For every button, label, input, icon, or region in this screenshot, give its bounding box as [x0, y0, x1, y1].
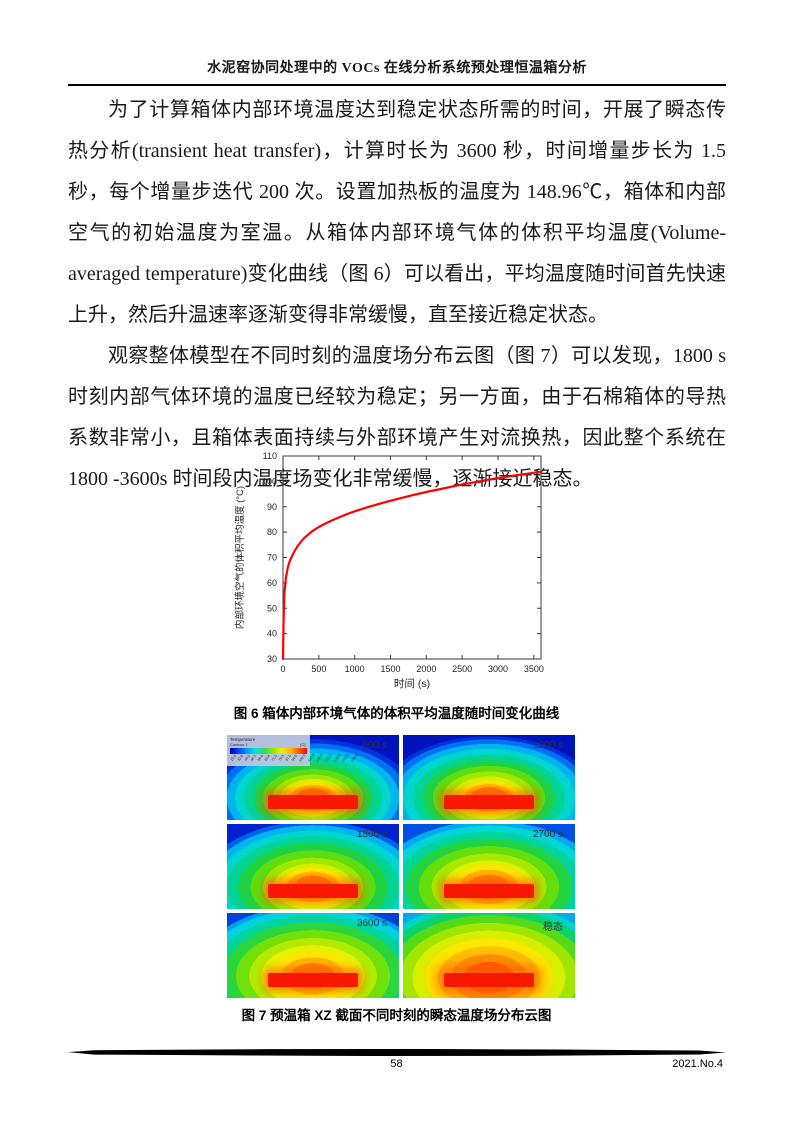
running-head-title: 水泥窑协同处理中的 VOCs 在线分析系统预处理恒温箱分析 — [207, 61, 587, 76]
colorbar — [230, 748, 307, 754]
svg-text:70: 70 — [267, 553, 277, 563]
page-number: 58 — [390, 1058, 403, 1070]
colorbar-tick: 79.3 — [277, 754, 285, 762]
heating-plate — [268, 794, 358, 809]
svg-text:时间 (s): 时间 (s) — [394, 677, 430, 690]
figure7-contour-grid: Temperature Contour 1 [C] 25.0 32.8 40.5 48… — [227, 735, 575, 998]
contour-panel-steady-state: 稳态 — [403, 913, 575, 998]
heating-plate — [268, 883, 358, 898]
svg-text:3000: 3000 — [488, 664, 508, 674]
colorbar-ticks: 25.0 32.8 40.5 48.3 56.0 63.8 71.5 79.3 87.0 94.8… — [229, 753, 359, 763]
colorbar-tick: 25.0 — [229, 754, 238, 762]
colorbar-tick: 32.8 — [236, 754, 244, 762]
colorbar-tick: 63.8 — [263, 754, 272, 762]
body-text: 为了计算箱体内部环境温度达到稳定状态所需的时间，开展了瞬态传热分析(transi… — [68, 90, 726, 500]
colorbar-tick: 118.0 — [315, 753, 324, 763]
temperature-vs-time-chart: 0 500 1000 1500 2000 2500 3000 3500 30 40 50 60 70 80… — [234, 451, 544, 690]
panel-time-label: 600 s — [362, 740, 387, 752]
contour-panel-3600s: 3600 s — [227, 913, 399, 998]
contour-panel-1200s: 1200 s — [403, 735, 575, 820]
colorbar-tick: 102.5 — [298, 753, 307, 763]
colorbar-tick: 94.8 — [291, 754, 299, 762]
colorbar-tick: 110.3 — [306, 753, 316, 763]
svg-text:110: 110 — [263, 451, 277, 461]
svg-text:2000: 2000 — [416, 664, 436, 674]
svg-text:内部环境空气的体积平均温度 (°C): 内部环境空气的体积平均温度 (°C) — [234, 486, 246, 629]
heating-plate — [444, 883, 534, 898]
legend-subtitle: Contour 1 [C] — [230, 742, 306, 747]
legend-title: Temperature — [230, 737, 256, 742]
svg-text:1000: 1000 — [345, 664, 365, 674]
figure6-caption: 图 6 箱体内部环境气体的体积平均温度随时间变化曲线 — [233, 706, 560, 721]
svg-text:2500: 2500 — [452, 664, 472, 674]
svg-text:3500: 3500 — [524, 664, 544, 674]
panel-time-label: 1200 s — [532, 740, 563, 752]
svg-text:50: 50 — [267, 603, 277, 613]
contour-panel-1800s: 1800 s — [227, 824, 399, 909]
contour-legend: Temperature Contour 1 [C] 25.0 32.8 40.5 48… — [227, 735, 359, 767]
figure7-caption: 图 7 预温箱 XZ 截面不同时刻的瞬态温度场分布云图 — [241, 1008, 552, 1023]
panel-time-label: 3600 s — [356, 918, 387, 930]
panel-time-label: 1800 s — [356, 829, 387, 841]
header-rule — [68, 84, 726, 86]
svg-text:30: 30 — [267, 654, 277, 664]
colorbar-tick: 149.0 — [350, 753, 359, 763]
heating-plate — [444, 972, 534, 987]
colorbar-tick: 71.5 — [270, 754, 278, 762]
colorbar-tick: 133.5 — [332, 753, 342, 763]
svg-text:100: 100 — [262, 476, 277, 486]
heating-plate — [444, 794, 534, 809]
contour-panel-600s: Temperature Contour 1 [C] 25.0 32.8 40.5 48… — [227, 735, 399, 820]
svg-text:500: 500 — [311, 664, 326, 674]
panel-time-label: 2700 s — [532, 829, 563, 841]
svg-text:90: 90 — [267, 502, 277, 512]
heating-plate — [268, 972, 358, 987]
panel-time-label: 稳态 — [542, 922, 563, 934]
svg-text:40: 40 — [267, 629, 277, 639]
colorbar-tick: 141.3 — [341, 753, 351, 763]
svg-text:1500: 1500 — [380, 664, 400, 674]
legend-unit: [C] — [300, 742, 306, 747]
figure6-line-chart: 0 500 1000 1500 2000 2500 3000 3500 30 40 50 60 70 80… — [230, 447, 562, 697]
paragraph-1: 为了计算箱体内部环境温度达到稳定状态所需的时间，开展了瞬态传热分析(transi… — [68, 99, 726, 326]
svg-text:60: 60 — [267, 578, 277, 588]
svg-text:80: 80 — [267, 527, 277, 537]
paragraph-2: 观察整体模型在不同时刻的温度场分布云图（图 7）可以发现，1800 s 时刻内部… — [68, 345, 726, 490]
colorbar-tick: 125.8 — [323, 753, 333, 763]
svg-text:0: 0 — [280, 664, 285, 674]
contour-panel-2700s: 2700 s — [403, 824, 575, 909]
issue-number: 2021.No.4 — [672, 1058, 723, 1070]
footer-rule — [68, 1049, 726, 1056]
